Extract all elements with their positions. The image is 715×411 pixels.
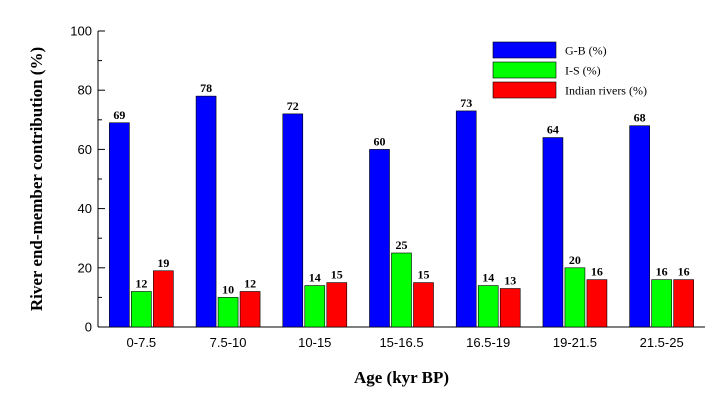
data-label: 15 <box>418 268 430 282</box>
y-tick-label: 0 <box>85 320 92 335</box>
bar <box>239 291 261 328</box>
legend-label: I-S (%) <box>565 64 601 78</box>
bar <box>413 282 434 328</box>
data-label: 14 <box>482 271 494 285</box>
x-tick-label: 10-15 <box>298 335 331 350</box>
y-tick-label: 60 <box>78 142 92 157</box>
data-label: 73 <box>460 96 472 110</box>
data-label: 72 <box>287 99 299 113</box>
bar <box>369 149 390 328</box>
data-label: 13 <box>504 274 516 288</box>
data-label: 15 <box>331 268 343 282</box>
bar <box>282 113 304 328</box>
bar <box>455 110 477 328</box>
x-tick-label: 0-7.5 <box>127 335 157 350</box>
data-label: 10 <box>222 282 234 296</box>
y-axis: 0 20 40 60 80 100 <box>70 24 105 335</box>
bar <box>304 285 326 328</box>
data-label: 14 <box>309 271 321 285</box>
x-tick-label: 16.5-19 <box>466 335 510 350</box>
data-label: 60 <box>374 134 386 148</box>
y-tick-label: 80 <box>78 83 92 98</box>
bar <box>477 285 499 328</box>
bar <box>629 125 650 328</box>
bars <box>109 95 694 328</box>
data-label: 19 <box>157 256 169 270</box>
bar <box>542 137 564 328</box>
data-label: 69 <box>113 108 125 122</box>
legend-label: Indian rivers (%) <box>565 84 647 98</box>
bar <box>109 122 130 328</box>
x-tick-label: 19-21.5 <box>553 335 597 350</box>
legend-swatch <box>492 61 557 79</box>
bar <box>217 297 239 328</box>
x-axis-title: Age (kyr BP) <box>354 368 449 387</box>
bar <box>131 291 152 328</box>
data-label: 16 <box>656 265 668 279</box>
legend-label: G-B (%) <box>565 44 607 58</box>
bar <box>499 288 521 328</box>
data-label: 25 <box>396 238 408 252</box>
data-label: 16 <box>678 265 690 279</box>
data-label: 78 <box>200 81 212 95</box>
bar <box>326 282 348 328</box>
bar <box>564 267 586 328</box>
bar <box>651 279 672 328</box>
data-label: 64 <box>547 123 559 137</box>
y-tick-label: 40 <box>78 201 92 216</box>
data-labels: 69 12 19 78 10 12 72 14 15 60 25 15 73 14 13 64 20 16 68 16… <box>113 81 689 296</box>
legend-swatch <box>492 41 557 59</box>
data-label: 16 <box>591 265 603 279</box>
y-tick-label: 100 <box>70 24 92 39</box>
x-tick-label: 15-16.5 <box>379 335 423 350</box>
bar <box>586 279 608 328</box>
data-label: 20 <box>569 253 581 267</box>
legend: G-B (%) I-S (%) Indian rivers (%) <box>492 41 647 99</box>
y-tick-label: 20 <box>78 260 92 275</box>
legend-swatch <box>492 81 557 99</box>
x-tick-label: 7.5-10 <box>210 335 247 350</box>
bar <box>195 95 217 328</box>
y-axis-title: River end-member contribution (%) <box>27 47 46 311</box>
bar <box>391 252 412 328</box>
x-tick-label: 21.5-25 <box>640 335 684 350</box>
data-label: 12 <box>135 276 147 290</box>
data-label: 68 <box>634 111 646 125</box>
data-label: 12 <box>244 276 256 290</box>
bar <box>153 270 174 328</box>
bar <box>673 279 694 328</box>
